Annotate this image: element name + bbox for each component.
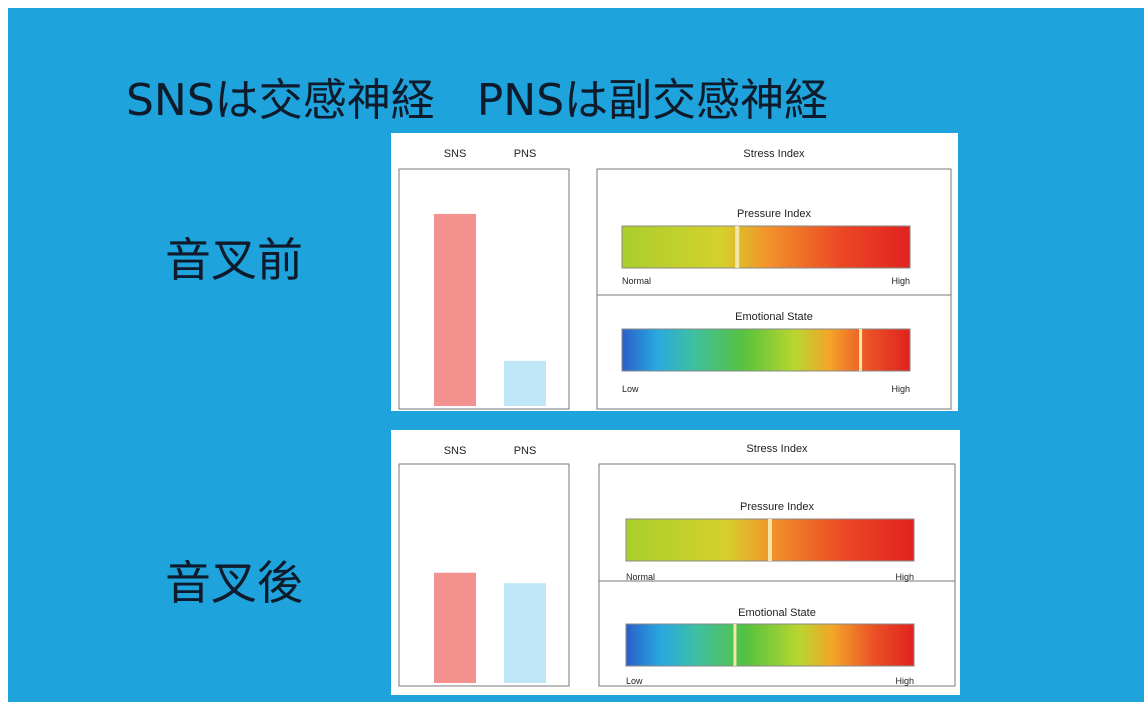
emotional-state-title: Emotional State xyxy=(738,607,816,619)
emotional-gradient-bar xyxy=(621,328,911,372)
stress-chart-svg: SNS PNS Stress Index Pressure Index Normal Hi… xyxy=(398,443,956,687)
pressure-low-label: Normal xyxy=(622,276,651,286)
sns-heading: SNSは交感神経 xyxy=(126,75,435,126)
pressure-marker xyxy=(735,226,740,268)
pressure-high-label: High xyxy=(891,276,910,286)
pressure-high-label: High xyxy=(895,572,914,582)
emotional-marker xyxy=(859,329,863,371)
pressure-low-label: Normal xyxy=(626,572,655,582)
sns-bar xyxy=(434,572,476,683)
before-stress-panel: SNS PNS Stress Index Pressure Index Normal Hi… xyxy=(391,133,958,411)
pns-bar xyxy=(504,583,546,683)
sns-category-label: SNS xyxy=(444,148,467,160)
pressure-marker xyxy=(768,519,772,561)
pns-category-label: PNS xyxy=(514,445,537,457)
stress-index-title: Stress Index xyxy=(746,443,808,455)
emotional-state-title: Emotional State xyxy=(735,311,813,323)
before-label: 音叉前 xyxy=(165,233,303,287)
pns-category-label: PNS xyxy=(514,148,537,160)
emotional-high-label: High xyxy=(895,676,914,686)
emotional-low-label: Low xyxy=(622,384,639,394)
slide-heading: SNSは交感神経 PNSは副交感神経 xyxy=(126,66,1026,136)
sns-category-label: SNS xyxy=(444,445,467,457)
after-label: 音叉後 xyxy=(165,556,303,610)
stress-index-title: Stress Index xyxy=(743,148,805,160)
pns-heading: PNSは副交感神経 xyxy=(476,75,829,126)
stress-chart-svg: SNS PNS Stress Index Pressure Index Normal Hi… xyxy=(398,148,952,410)
after-stress-panel: SNS PNS Stress Index Pressure Index Normal Hi… xyxy=(391,430,960,695)
pressure-index-title: Pressure Index xyxy=(737,208,811,220)
pns-bar xyxy=(504,360,546,406)
emotional-high-label: High xyxy=(891,384,910,394)
gauge-frame xyxy=(596,168,952,410)
pressure-gradient-bar xyxy=(621,225,911,269)
pressure-index-title: Pressure Index xyxy=(740,501,814,513)
sns-bar xyxy=(434,213,476,406)
emotional-gradient-bar xyxy=(625,623,915,667)
emotional-low-label: Low xyxy=(626,676,643,686)
emotional-marker xyxy=(733,624,737,666)
